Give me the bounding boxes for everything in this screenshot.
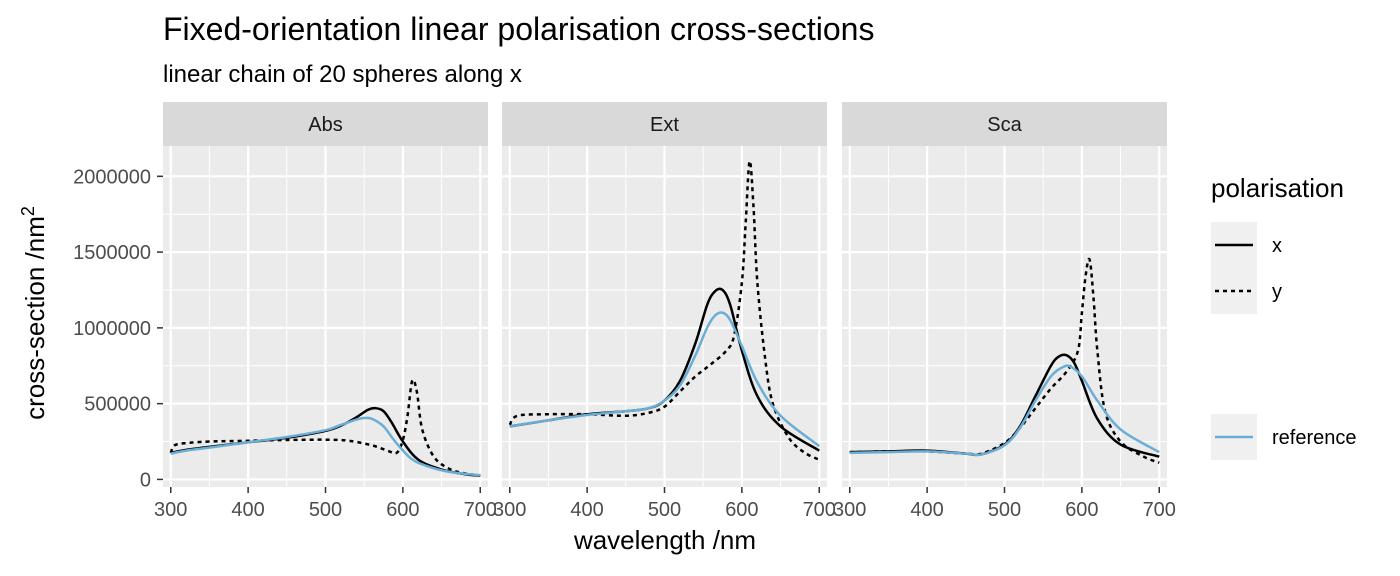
x-tick-label: 500 xyxy=(309,499,342,521)
strip-label: Sca xyxy=(987,114,1022,136)
y-axis-title-superscript: 2 xyxy=(18,206,38,216)
x-tick-label: 300 xyxy=(833,499,866,521)
x-tick-label: 600 xyxy=(386,499,419,521)
x-tick-label: 600 xyxy=(1065,499,1098,521)
y-axis: 0 500000 1000000 1500000 2000000 xyxy=(73,166,163,491)
y-axis-title-text: cross-section /nm xyxy=(20,216,50,420)
legend-label-y: y xyxy=(1272,281,1282,303)
strip-ext xyxy=(502,102,827,146)
x-tick-label: 500 xyxy=(648,499,681,521)
y-tick-label: 1000000 xyxy=(73,318,151,340)
y-tick-label: 500000 xyxy=(84,394,151,416)
y-axis-title: cross-section /nm2 xyxy=(18,206,50,420)
legend-label-x: x xyxy=(1272,235,1282,257)
x-tick-label: 400 xyxy=(910,499,943,521)
legend: polarisation x y reference xyxy=(1211,173,1357,460)
x-axis-title: wavelength /nm xyxy=(573,525,756,555)
y-tick-label: 1500000 xyxy=(73,242,151,264)
panel-sca: Sca xyxy=(842,102,1167,487)
series-line-y xyxy=(169,378,481,477)
series-line-reference xyxy=(170,416,481,477)
strip-label: Ext xyxy=(650,114,679,136)
x-tick-label: 700 xyxy=(803,499,836,521)
x-tick-label: 700 xyxy=(1143,499,1176,521)
legend-label-reference: reference xyxy=(1272,427,1357,449)
panel-ext: Ext xyxy=(502,102,827,487)
x-tick-label: 700 xyxy=(464,499,497,521)
series-line-reference xyxy=(509,311,821,448)
x-tick-label: 300 xyxy=(493,499,526,521)
y-tick-label: 2000000 xyxy=(73,166,151,188)
x-tick-label: 500 xyxy=(988,499,1021,521)
legend-title: polarisation xyxy=(1211,173,1344,203)
strip-sca xyxy=(842,102,1167,146)
strip-label: Abs xyxy=(308,114,342,136)
strip-abs xyxy=(163,102,488,146)
panels: Abs Ext Sca xyxy=(163,102,1167,487)
x-tick-label: 300 xyxy=(154,499,187,521)
series-line-y xyxy=(508,159,820,461)
y-tick-label: 0 xyxy=(140,469,151,491)
x-tick-label: 400 xyxy=(570,499,603,521)
chart-subtitle: linear chain of 20 spheres along x xyxy=(163,61,522,88)
chart-title: Fixed-orientation linear polarisation cr… xyxy=(163,11,874,47)
x-tick-label: 600 xyxy=(725,499,758,521)
series-line-reference xyxy=(849,364,1160,457)
panel-abs: Abs xyxy=(163,102,488,487)
x-tick-label: 400 xyxy=(231,499,264,521)
